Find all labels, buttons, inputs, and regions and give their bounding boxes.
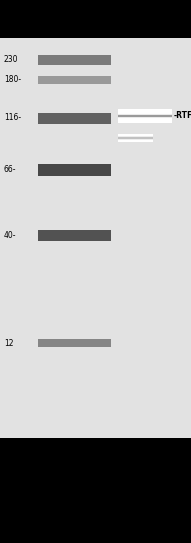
Bar	[118, 111, 172, 112]
Bar	[118, 116, 172, 117]
Text: 12: 12	[4, 338, 13, 348]
Bar	[118, 111, 172, 112]
Bar	[118, 117, 172, 118]
Bar	[118, 114, 172, 115]
Bar	[118, 122, 172, 123]
Bar	[118, 112, 172, 113]
Bar	[118, 109, 172, 110]
Bar	[38, 164, 111, 176]
Bar	[118, 116, 172, 117]
Bar	[118, 135, 153, 136]
Text: 230: 230	[4, 55, 18, 65]
Bar	[118, 138, 153, 139]
Bar	[38, 230, 111, 241]
Bar	[118, 136, 153, 137]
Bar	[118, 110, 172, 111]
Bar	[118, 110, 172, 111]
Bar	[118, 121, 172, 122]
Bar	[38, 76, 111, 84]
Text: 40-: 40-	[4, 230, 16, 239]
Bar	[118, 139, 153, 140]
Bar	[118, 121, 172, 122]
Bar	[118, 118, 172, 119]
Bar	[118, 113, 172, 114]
Bar	[118, 114, 172, 115]
Bar	[118, 118, 172, 119]
Bar	[118, 120, 172, 121]
Text: 66-: 66-	[4, 166, 16, 174]
Bar	[0, 38, 191, 438]
Bar	[118, 134, 153, 135]
Bar	[118, 115, 172, 116]
Bar	[118, 120, 172, 121]
Bar	[118, 137, 153, 138]
Bar	[118, 141, 153, 142]
Bar	[118, 117, 172, 118]
Text: 116-: 116-	[4, 113, 21, 123]
Bar	[118, 136, 153, 137]
Bar	[118, 115, 172, 116]
Bar	[118, 137, 153, 138]
Bar	[38, 112, 111, 123]
Bar	[118, 119, 172, 120]
Text: 180-: 180-	[4, 75, 21, 85]
Bar	[118, 140, 153, 141]
Text: -RTF1: -RTF1	[174, 111, 191, 121]
Bar	[118, 122, 172, 123]
Bar	[118, 139, 153, 140]
Bar	[118, 109, 172, 110]
Bar	[38, 339, 111, 347]
Bar	[118, 112, 172, 113]
Bar	[38, 55, 111, 65]
